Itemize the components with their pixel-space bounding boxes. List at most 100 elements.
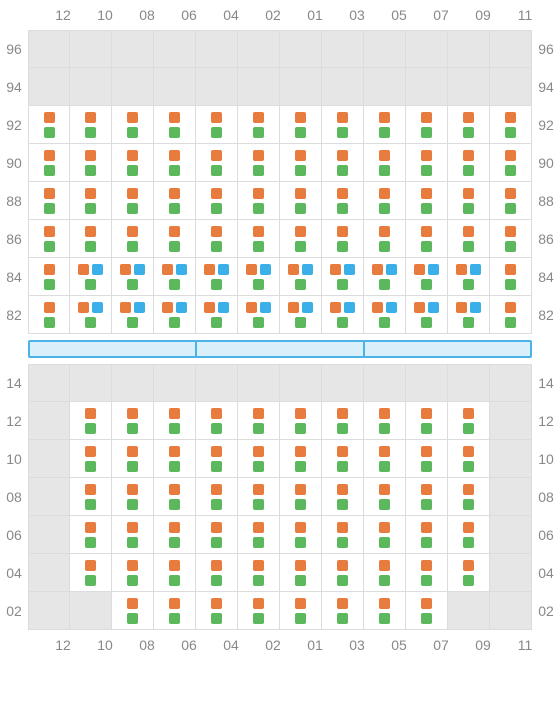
seat-cell[interactable] [406, 554, 448, 592]
seat-cell[interactable] [238, 220, 280, 258]
seat-cell[interactable] [28, 440, 70, 478]
seat-cell[interactable] [280, 592, 322, 630]
seat-cell[interactable] [154, 592, 196, 630]
seat-cell[interactable] [364, 296, 406, 334]
seat-cell[interactable] [490, 592, 532, 630]
seat-cell[interactable] [490, 402, 532, 440]
seat-cell[interactable] [364, 592, 406, 630]
seat-cell[interactable] [238, 296, 280, 334]
seat-cell[interactable] [322, 106, 364, 144]
seat-cell[interactable] [448, 144, 490, 182]
seat-cell[interactable] [70, 440, 112, 478]
seat-cell[interactable] [406, 364, 448, 402]
seat-cell[interactable] [364, 478, 406, 516]
seat-cell[interactable] [28, 478, 70, 516]
seat-cell[interactable] [238, 258, 280, 296]
seat-cell[interactable] [322, 258, 364, 296]
seat-cell[interactable] [280, 68, 322, 106]
seat-cell[interactable] [406, 478, 448, 516]
seat-cell[interactable] [490, 440, 532, 478]
seat-cell[interactable] [280, 554, 322, 592]
seat-cell[interactable] [280, 402, 322, 440]
seat-cell[interactable] [112, 106, 154, 144]
seat-cell[interactable] [448, 364, 490, 402]
seat-cell[interactable] [154, 144, 196, 182]
seat-cell[interactable] [322, 440, 364, 478]
seat-cell[interactable] [154, 440, 196, 478]
seat-cell[interactable] [28, 402, 70, 440]
seat-cell[interactable] [28, 516, 70, 554]
seat-cell[interactable] [364, 402, 406, 440]
seat-cell[interactable] [406, 258, 448, 296]
seat-cell[interactable] [490, 364, 532, 402]
seat-cell[interactable] [196, 106, 238, 144]
seat-cell[interactable] [196, 30, 238, 68]
seat-cell[interactable] [322, 516, 364, 554]
seat-cell[interactable] [322, 592, 364, 630]
seat-cell[interactable] [238, 106, 280, 144]
seat-cell[interactable] [448, 592, 490, 630]
seat-cell[interactable] [280, 440, 322, 478]
seat-cell[interactable] [406, 592, 448, 630]
seat-cell[interactable] [70, 592, 112, 630]
seat-cell[interactable] [112, 402, 154, 440]
seat-cell[interactable] [196, 296, 238, 334]
seat-cell[interactable] [70, 364, 112, 402]
seat-cell[interactable] [154, 68, 196, 106]
seat-cell[interactable] [238, 478, 280, 516]
seat-cell[interactable] [490, 478, 532, 516]
seat-cell[interactable] [28, 364, 70, 402]
seat-cell[interactable] [196, 478, 238, 516]
seat-cell[interactable] [322, 182, 364, 220]
seat-cell[interactable] [364, 554, 406, 592]
seat-cell[interactable] [364, 220, 406, 258]
seat-cell[interactable] [28, 144, 70, 182]
seat-cell[interactable] [406, 182, 448, 220]
seat-cell[interactable] [406, 516, 448, 554]
seat-cell[interactable] [238, 30, 280, 68]
seat-cell[interactable] [364, 364, 406, 402]
seat-cell[interactable] [70, 516, 112, 554]
seat-cell[interactable] [406, 30, 448, 68]
seat-cell[interactable] [28, 592, 70, 630]
seat-cell[interactable] [154, 182, 196, 220]
seat-cell[interactable] [322, 364, 364, 402]
seat-cell[interactable] [70, 106, 112, 144]
seat-cell[interactable] [406, 106, 448, 144]
seat-cell[interactable] [406, 296, 448, 334]
seat-cell[interactable] [112, 478, 154, 516]
seat-cell[interactable] [490, 258, 532, 296]
seat-cell[interactable] [448, 402, 490, 440]
seat-cell[interactable] [112, 592, 154, 630]
seat-cell[interactable] [238, 182, 280, 220]
seat-cell[interactable] [70, 68, 112, 106]
seat-cell[interactable] [490, 144, 532, 182]
seat-cell[interactable] [448, 296, 490, 334]
seat-cell[interactable] [28, 106, 70, 144]
seat-cell[interactable] [280, 220, 322, 258]
seat-cell[interactable] [70, 296, 112, 334]
seat-cell[interactable] [364, 68, 406, 106]
seat-cell[interactable] [238, 364, 280, 402]
seat-cell[interactable] [238, 554, 280, 592]
seat-cell[interactable] [112, 364, 154, 402]
seat-cell[interactable] [280, 106, 322, 144]
seat-cell[interactable] [490, 182, 532, 220]
seat-cell[interactable] [448, 478, 490, 516]
seat-cell[interactable] [280, 144, 322, 182]
seat-cell[interactable] [28, 68, 70, 106]
seat-cell[interactable] [112, 182, 154, 220]
seat-cell[interactable] [280, 478, 322, 516]
seat-cell[interactable] [490, 516, 532, 554]
seat-cell[interactable] [112, 516, 154, 554]
seat-cell[interactable] [112, 144, 154, 182]
seat-cell[interactable] [448, 516, 490, 554]
seat-cell[interactable] [490, 68, 532, 106]
seat-cell[interactable] [196, 554, 238, 592]
seat-cell[interactable] [280, 30, 322, 68]
seat-cell[interactable] [448, 182, 490, 220]
seat-cell[interactable] [448, 554, 490, 592]
seat-cell[interactable] [490, 106, 532, 144]
seat-cell[interactable] [154, 402, 196, 440]
seat-cell[interactable] [154, 516, 196, 554]
